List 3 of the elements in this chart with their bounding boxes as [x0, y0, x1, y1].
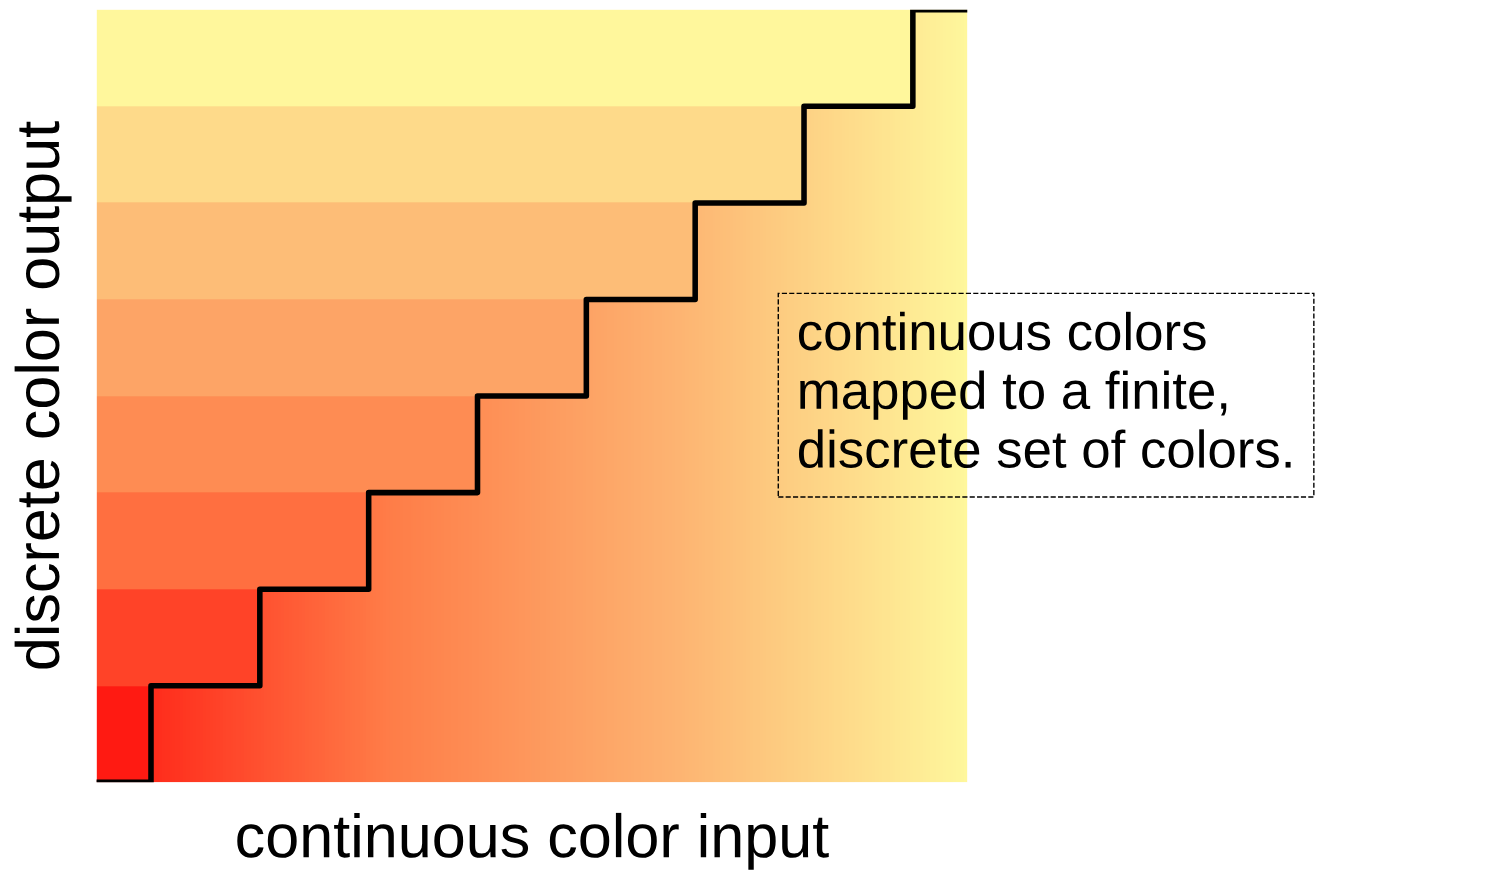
x-axis-title: continuous color input: [237, 812, 829, 870]
annotation: continuous colors mapped to a finite, discrete set of colors.: [798, 311, 1291, 469]
y-axis-title: discrete color output: [14, 121, 72, 669]
